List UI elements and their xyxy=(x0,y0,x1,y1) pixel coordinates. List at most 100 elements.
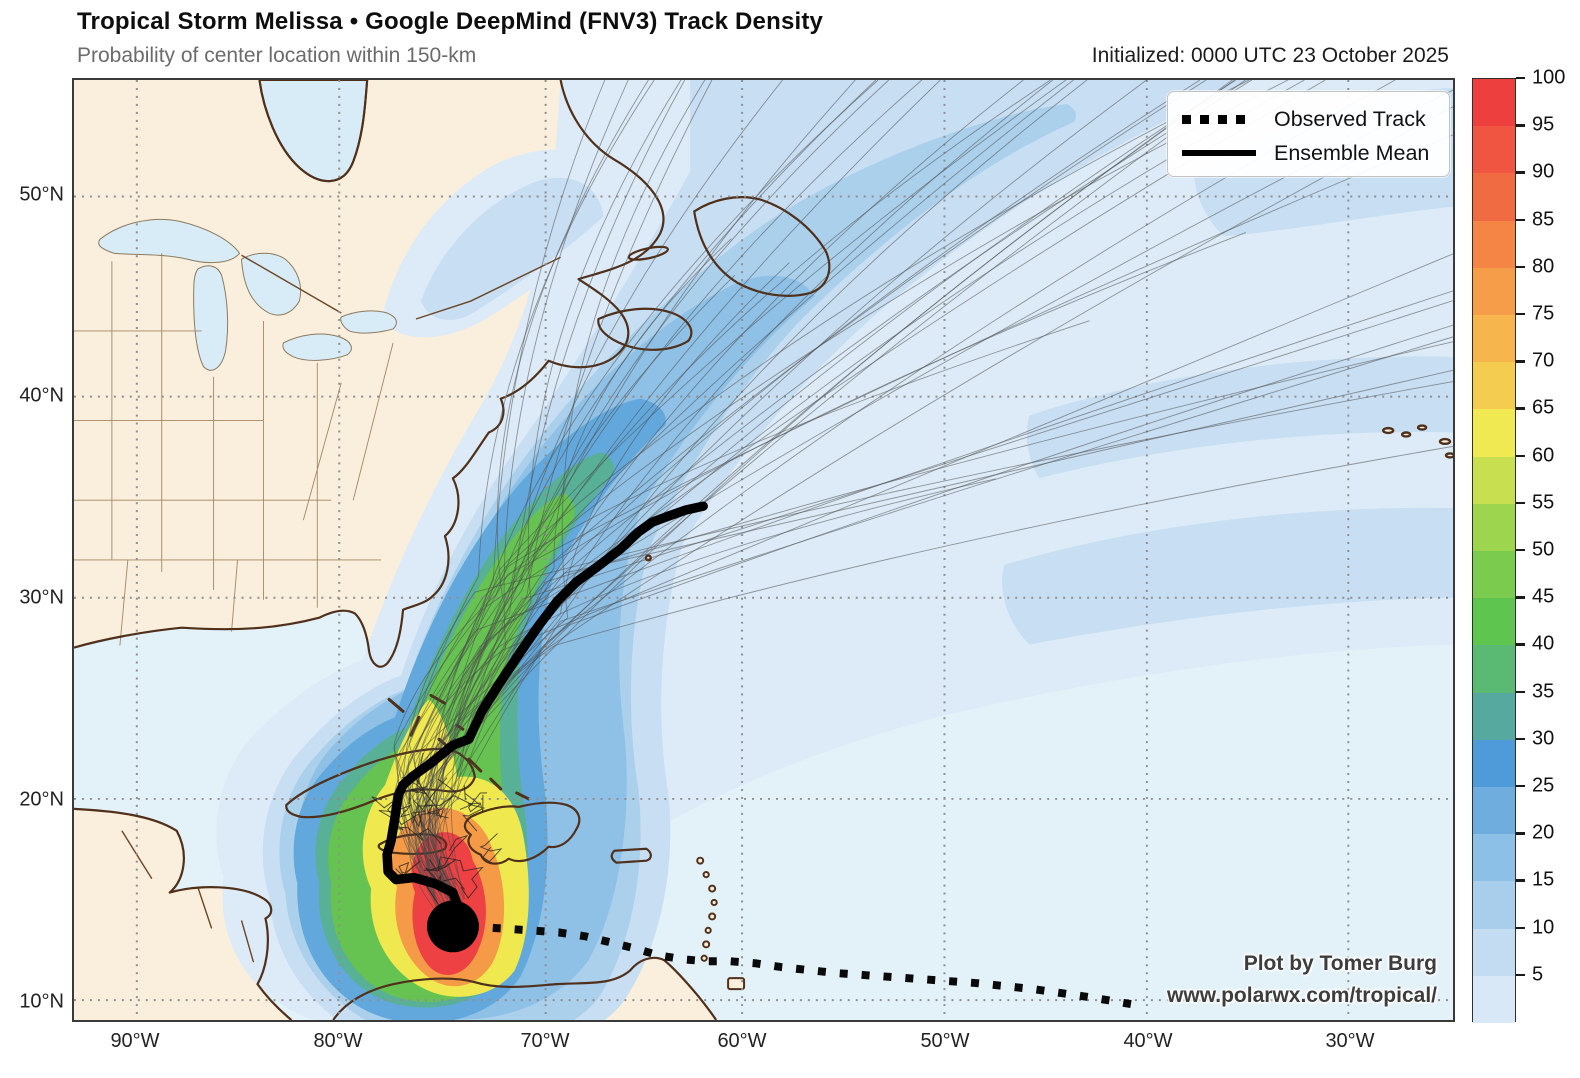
lake-erie xyxy=(282,333,352,361)
colorbar-tick-label: 25 xyxy=(1532,774,1555,797)
x-tick-label: 40°W xyxy=(1123,1030,1173,1052)
colorbar-tick xyxy=(1516,549,1525,552)
ensemble-member-scribble xyxy=(412,778,457,824)
colorbar-tick-label: 10 xyxy=(1532,916,1555,939)
colorbar-tick xyxy=(1516,596,1525,599)
colorbar-tick-label: 65 xyxy=(1532,396,1555,419)
ensemble-member-scribble xyxy=(479,833,503,863)
colorbar-tick xyxy=(1516,973,1525,977)
colorbar-tick-label: 85 xyxy=(1532,208,1555,231)
colorbar-tick xyxy=(1516,454,1525,457)
colorbar-segment xyxy=(1473,456,1515,505)
colorbar-segment xyxy=(1473,928,1515,977)
attribution-author: Plot by Tomer Burg xyxy=(1243,952,1437,975)
colorbar-tick xyxy=(1516,879,1525,882)
x-tick-label: 90°W xyxy=(110,1030,160,1052)
legend-label-mean: Ensemble Mean xyxy=(1274,140,1430,165)
colorbar-segment xyxy=(1473,598,1515,646)
ensemble-member-line xyxy=(442,80,1252,895)
colorbar-segment xyxy=(1473,126,1515,174)
ensemble-member-line xyxy=(432,300,1453,908)
ensemble-member-line xyxy=(415,274,736,911)
probability-colorbar xyxy=(1472,78,1516,1024)
colorbar-tick xyxy=(1516,360,1525,363)
ensemble-member-line xyxy=(435,341,1453,895)
colorbar-segment xyxy=(1473,267,1515,316)
graticule xyxy=(74,80,1453,1020)
ensemble-member-line xyxy=(411,478,996,911)
colorbar-tick-label: 100 xyxy=(1532,66,1566,89)
ensemble-member-line xyxy=(413,80,706,900)
colorbar-tick-label: 35 xyxy=(1532,680,1555,703)
colorbar-segment xyxy=(1473,220,1515,269)
colorbar-tick-label: 90 xyxy=(1532,160,1555,183)
page-title: Tropical Storm Melissa • Google DeepMind… xyxy=(77,8,824,35)
lake-ontario xyxy=(340,310,397,334)
colorbar-tick xyxy=(1516,832,1525,835)
colorbar-tick-label: 30 xyxy=(1532,727,1555,750)
x-tick-label: 30°W xyxy=(1325,1030,1375,1052)
colorbar-tick xyxy=(1516,501,1525,505)
ensemble-member-scribble xyxy=(378,804,412,819)
ensemble-member-scribble xyxy=(462,794,486,832)
bermuda-azores-islands xyxy=(644,424,1453,562)
lakes xyxy=(98,80,397,371)
colorbar-tick-label: 20 xyxy=(1532,821,1555,844)
colorbar-tick-label: 5 xyxy=(1532,963,1544,986)
ensemble-member-line xyxy=(417,80,629,888)
colorbar-tick-label: 15 xyxy=(1532,868,1555,891)
colorbar-tick xyxy=(1516,785,1525,788)
colorbar-segment xyxy=(1473,173,1515,222)
map-canvas xyxy=(72,78,1455,1022)
ensemble-member-scribble xyxy=(401,776,428,805)
ensemble-member-line xyxy=(409,106,1453,899)
colorbar-segment xyxy=(1473,503,1515,552)
x-tick-label: 50°W xyxy=(920,1030,970,1052)
ensemble-member-line xyxy=(423,80,1246,893)
ensemble-member-tracks xyxy=(371,80,1453,914)
colorbar-tick xyxy=(1516,171,1525,174)
colorbar-segment xyxy=(1473,692,1515,741)
ensemble-member-scribble xyxy=(425,835,468,880)
colorbar-tick-label: 80 xyxy=(1532,255,1555,278)
central-america-land xyxy=(74,808,292,1020)
x-tick-label: 60°W xyxy=(717,1030,767,1052)
density-10pct-finger-b xyxy=(1026,356,1453,479)
density-10pct-finger-c xyxy=(1002,507,1453,645)
ensemble-member-line xyxy=(393,80,879,907)
colorbar-segment xyxy=(1473,787,1515,835)
colorbar-tick xyxy=(1516,313,1525,316)
colorbar-segment xyxy=(1473,409,1515,458)
colorbar-tick-label: 55 xyxy=(1532,491,1555,514)
y-tick-label: 30°N xyxy=(19,586,64,609)
dotted-line-icon xyxy=(1182,114,1260,124)
storm-center-marker xyxy=(426,900,479,953)
colorbar-tick-label: 60 xyxy=(1532,444,1555,467)
attribution-url: www.polarwx.com/tropical/ xyxy=(1167,984,1437,1007)
y-tick-label: 50°N xyxy=(19,183,64,206)
ensemble-member-line xyxy=(427,80,923,894)
ensemble-member-line xyxy=(432,80,1207,896)
colorbar-tick xyxy=(1516,643,1525,646)
y-tick-label: 20°N xyxy=(19,788,64,811)
page-subtitle: Probability of center location within 15… xyxy=(77,44,477,67)
ensemble-member-line xyxy=(414,80,1201,900)
colorbar-tick xyxy=(1516,926,1525,929)
lake-michigan xyxy=(193,265,229,371)
coastlines xyxy=(74,80,831,1020)
ensemble-member-line xyxy=(450,80,686,900)
track-density-map xyxy=(74,80,1453,1020)
colorbar-segment xyxy=(1473,834,1515,882)
ensemble-member-line xyxy=(431,80,682,888)
colorbar-tick-label: 70 xyxy=(1532,349,1555,372)
ensemble-member-scribble xyxy=(441,856,484,899)
colorbar-segment xyxy=(1473,551,1515,599)
colorbar-segment xyxy=(1473,315,1515,363)
colorbar-segment xyxy=(1473,645,1515,694)
ensemble-member-scribble xyxy=(463,785,488,813)
x-tick-label: 70°W xyxy=(520,1030,570,1052)
colorbar-tick-label: 40 xyxy=(1532,632,1555,655)
colorbar-tick-label: 75 xyxy=(1532,302,1555,325)
colorbar-tick-label: 50 xyxy=(1532,538,1555,561)
